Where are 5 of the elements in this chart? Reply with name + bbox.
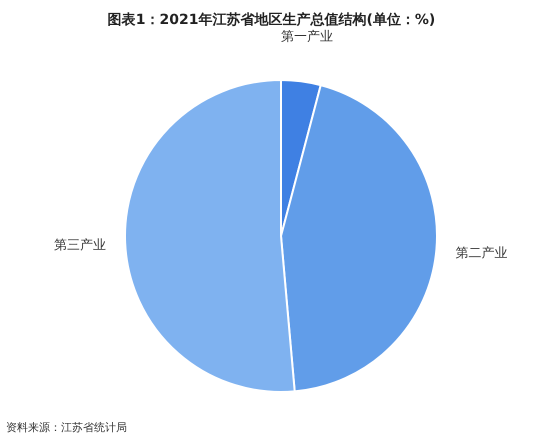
chart-title: 图表1：2021年江苏省地区生产总值结构(单位：%) <box>108 11 436 28</box>
slice-label: 第一产业 <box>280 30 333 45</box>
slice-label: 第三产业 <box>54 238 106 253</box>
slice-label: 第二产业 <box>455 246 508 262</box>
text: 资料来源：江苏省统计局 <box>6 421 127 434</box>
